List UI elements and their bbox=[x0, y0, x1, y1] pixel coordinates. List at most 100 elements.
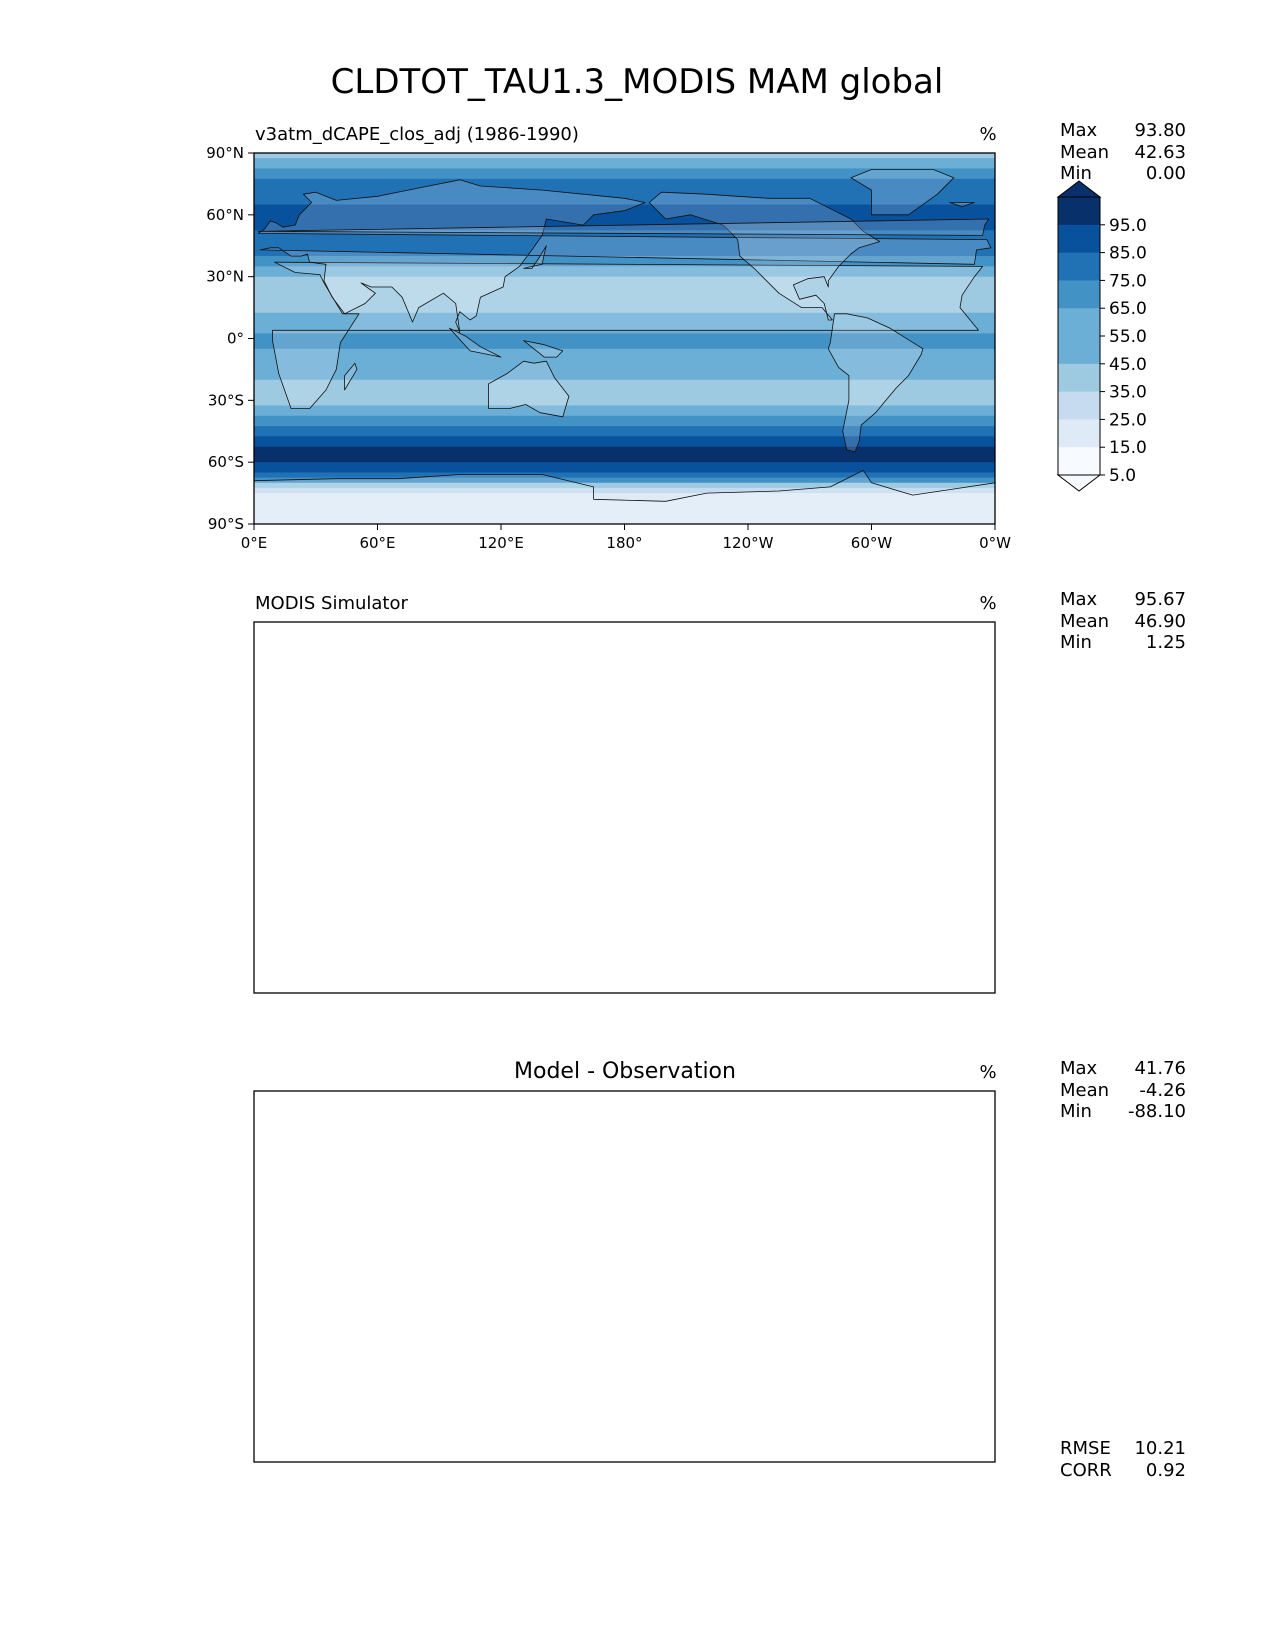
coastlines bbox=[254, 169, 995, 524]
stat-label-max: Max bbox=[1060, 120, 1098, 141]
field-band bbox=[254, 163, 995, 170]
colorbar-tick-label: 35.0 bbox=[1109, 383, 1147, 403]
field-band bbox=[254, 292, 995, 298]
y-tick-label: 90°N bbox=[206, 144, 244, 162]
field-band bbox=[254, 276, 995, 283]
panel-units: % bbox=[979, 593, 996, 614]
field-band bbox=[254, 477, 995, 484]
coastline bbox=[850, 169, 955, 216]
field-band bbox=[254, 420, 995, 427]
field-band bbox=[254, 482, 995, 489]
y-tick-label: 30°N bbox=[206, 268, 244, 286]
colorbar-segment bbox=[1058, 252, 1100, 281]
panel-units: % bbox=[979, 124, 996, 145]
field-band bbox=[254, 436, 995, 443]
field-band bbox=[254, 457, 995, 463]
stat-label-mean: Mean bbox=[1060, 142, 1109, 163]
colorbar-segment bbox=[1058, 197, 1100, 226]
stat-label-max: Max bbox=[1060, 1058, 1098, 1079]
x-tick-label: 60°W bbox=[851, 534, 893, 552]
stat-label-mean: Mean bbox=[1060, 611, 1109, 632]
coastline bbox=[257, 179, 992, 333]
field-band bbox=[254, 281, 995, 288]
stat-value-corr: 0.92 bbox=[1146, 1460, 1186, 1481]
field-band bbox=[254, 343, 995, 350]
field-band bbox=[254, 178, 995, 185]
y-tick-label: 90°S bbox=[208, 515, 244, 533]
field-band bbox=[254, 286, 995, 293]
field-band bbox=[254, 462, 995, 468]
stats-block: Max 93.80 Mean 42.63 Min 0.00 bbox=[1060, 120, 1186, 184]
field-band bbox=[254, 158, 995, 164]
stat-value-max: 93.80 bbox=[1134, 120, 1186, 141]
y-axis-ticks: 90°N 60°N 30°N 0° 30°S 60°S 90°S bbox=[206, 144, 254, 533]
field-band bbox=[254, 245, 995, 252]
colorbar-tick-label: 5.0 bbox=[1109, 466, 1136, 486]
field-band bbox=[254, 317, 995, 324]
y-tick-label: 30°S bbox=[208, 391, 244, 409]
field-band bbox=[254, 348, 995, 355]
field-band bbox=[254, 379, 995, 386]
field-band bbox=[254, 333, 995, 340]
panel-title-center: Model - Observation bbox=[514, 1059, 736, 1084]
x-tick-label: 180° bbox=[606, 534, 642, 552]
stat-value-mean: 46.90 bbox=[1134, 611, 1186, 632]
field-band bbox=[254, 508, 995, 515]
field-band bbox=[254, 214, 995, 221]
colorbar-tick-label: 55.0 bbox=[1109, 327, 1147, 347]
panel-reference: MODIS Simulator % Max 95.67 Mean 46.90 M… bbox=[253, 589, 1186, 994]
field-band bbox=[254, 467, 995, 474]
colorbar-segment bbox=[1058, 363, 1100, 393]
coastline bbox=[648, 191, 881, 321]
x-tick-label: 0°W bbox=[979, 534, 1011, 552]
field-band bbox=[254, 256, 995, 262]
x-tick-label: 60°E bbox=[359, 534, 395, 552]
field-band bbox=[254, 493, 995, 499]
field-band bbox=[254, 405, 995, 412]
field-band bbox=[254, 426, 995, 432]
coastline bbox=[949, 202, 975, 207]
field-band bbox=[254, 359, 995, 365]
field-band bbox=[254, 312, 995, 319]
field-band bbox=[254, 338, 995, 345]
stat-label-rmse: RMSE bbox=[1060, 1438, 1111, 1459]
coastline bbox=[254, 470, 995, 524]
field-band bbox=[254, 384, 995, 391]
colorbar-tick-label: 25.0 bbox=[1109, 410, 1147, 430]
field-band bbox=[254, 323, 995, 329]
x-tick-label: 120°W bbox=[723, 534, 774, 552]
stat-label-min: Min bbox=[1060, 632, 1092, 653]
colorbar-extend-bottom bbox=[1056, 474, 1102, 492]
colorbar-tick-label: 65.0 bbox=[1109, 299, 1147, 319]
colorbar-tick-label: 95.0 bbox=[1109, 216, 1147, 236]
field-band bbox=[254, 415, 995, 422]
x-tick-label: 120°E bbox=[478, 534, 524, 552]
field-band bbox=[254, 503, 995, 510]
colorbar-tick-label: 75.0 bbox=[1109, 271, 1147, 291]
x-axis-ticks: 0°E 60°E 120°E 180° 120°W 60°W 0°W bbox=[241, 524, 1011, 552]
field-band bbox=[254, 441, 995, 448]
colorbar-segment bbox=[1058, 308, 1100, 337]
stat-value-mean: -4.26 bbox=[1139, 1080, 1186, 1101]
colorbar-segment bbox=[1058, 336, 1100, 365]
colorbar-tick-label: 85.0 bbox=[1109, 244, 1147, 264]
panel-title-left: v3atm_dCAPE_clos_adj (1986-1990) bbox=[255, 124, 579, 145]
colorbar-tick-label: 15.0 bbox=[1109, 438, 1147, 458]
y-tick-label: 0° bbox=[227, 330, 244, 348]
field-band bbox=[254, 364, 995, 371]
panel-difference: Model - Observation % Max 41.76 Mean -4.… bbox=[253, 1058, 1186, 1481]
stats-block: Max 41.76 Mean -4.26 Min -88.10 bbox=[1060, 1058, 1186, 1122]
field-band bbox=[254, 431, 995, 438]
stat-label-min: Min bbox=[1060, 163, 1092, 184]
field-band bbox=[254, 199, 995, 206]
figure-title: CLDTOT_TAU1.3_MODIS MAM global bbox=[331, 62, 944, 102]
coastline bbox=[827, 313, 924, 453]
coastline bbox=[449, 327, 502, 358]
field-band bbox=[254, 390, 995, 396]
field-band bbox=[254, 307, 995, 314]
stat-value-mean: 42.63 bbox=[1134, 142, 1186, 163]
field-band bbox=[254, 395, 995, 401]
field-band bbox=[254, 353, 995, 360]
stat-label-mean: Mean bbox=[1060, 1080, 1109, 1101]
panel-test: v3atm_dCAPE_clos_adj (1986-1990) % 0°E 60… bbox=[206, 120, 1186, 552]
